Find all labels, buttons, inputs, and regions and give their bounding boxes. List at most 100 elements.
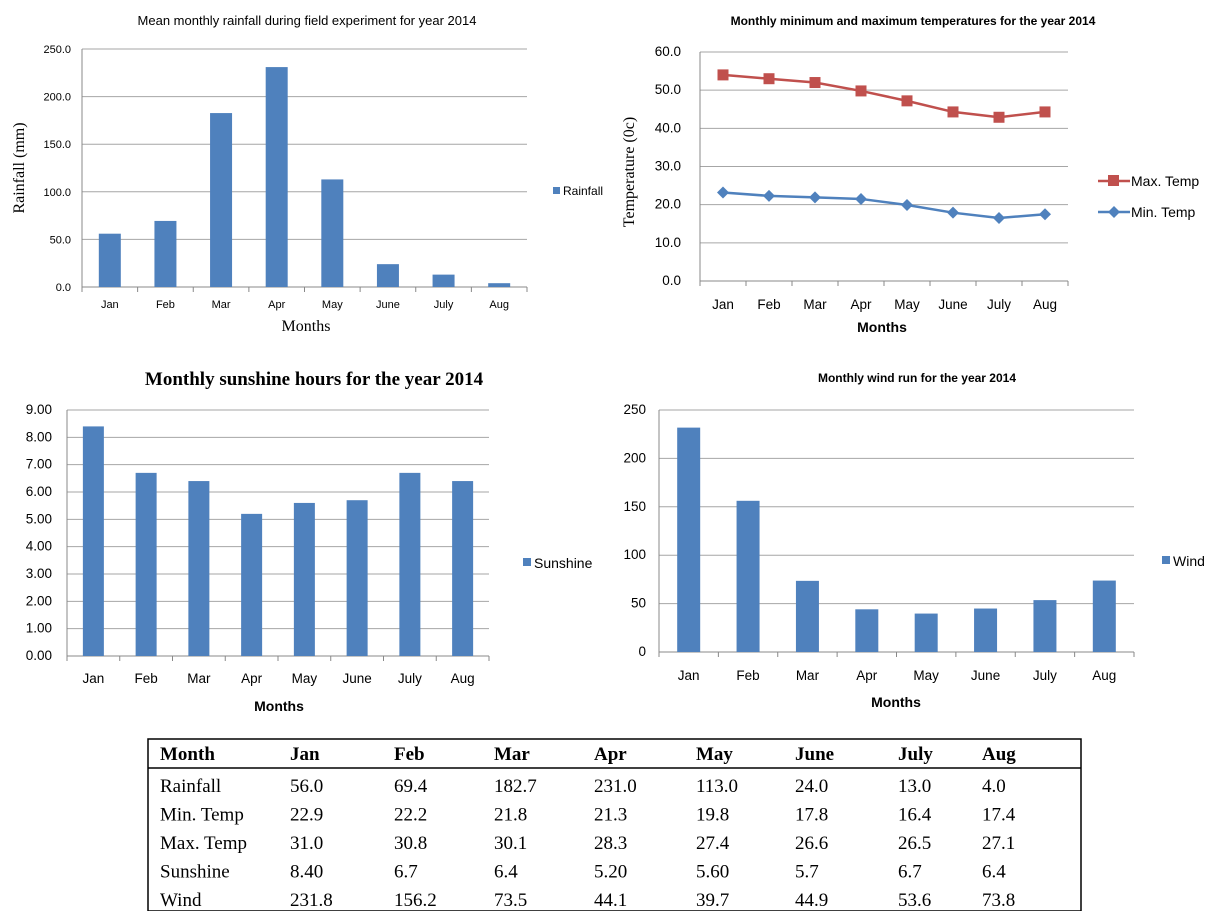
rainfall-bar — [154, 220, 177, 287]
sunshine-y-tick-label: 7.00 — [26, 457, 52, 472]
table-cell: 73.5 — [494, 890, 527, 911]
rainfall-x-tick-label: June — [376, 299, 400, 311]
sunshine-y-tick-label: 5.00 — [26, 511, 52, 526]
rainfall-x-tick-label: Jan — [101, 299, 119, 311]
table-cell: 5.60 — [696, 862, 729, 883]
table-cell: 113.0 — [696, 776, 738, 797]
table-cell: 182.7 — [494, 776, 537, 797]
wind-y-tick-label: 100 — [623, 547, 646, 562]
table-header-cell: Jan — [290, 744, 320, 765]
sunshine-bar — [188, 481, 210, 656]
table-cell: 5.20 — [594, 862, 627, 883]
sunshine-y-tick-label: 6.00 — [26, 484, 52, 499]
rainfall-x-tick-label: Aug — [489, 299, 509, 311]
rainfall-x-axis-label: Months — [282, 318, 331, 335]
rainfall-chart: Mean monthly rainfall during field exper… — [11, 13, 603, 335]
table-header-cell: July — [898, 744, 933, 765]
table-cell: 22.2 — [394, 805, 427, 826]
min-temp-point — [763, 189, 775, 202]
table-cell: 8.40 — [290, 862, 323, 883]
wind-bar — [974, 608, 998, 652]
wind-x-tick-label: Jan — [678, 668, 700, 683]
min-temp-point — [947, 206, 959, 219]
table-cell: 28.3 — [594, 833, 627, 854]
table-cell: 6.7 — [898, 862, 922, 883]
sunshine-bar — [241, 513, 263, 656]
table-cell: 73.8 — [982, 890, 1015, 911]
temperature-legend: Max. Temp Min. Temp — [1098, 173, 1199, 220]
sunshine-y-tick-label: 9.00 — [26, 402, 52, 417]
min-temp-point — [1039, 208, 1051, 221]
rainfall-legend-label: Rainfall — [563, 184, 603, 198]
rainfall-chart-title: Mean monthly rainfall during field exper… — [138, 13, 477, 28]
sunshine-bar — [399, 472, 421, 656]
temperature-y-tick-label: 40.0 — [655, 120, 681, 135]
temperature-y-tick-label: 0.0 — [662, 273, 681, 288]
wind-legend-label: Wind — [1173, 553, 1205, 569]
legend-min-temp-label: Min. Temp — [1131, 204, 1196, 220]
legend-max-temp-label: Max. Temp — [1131, 173, 1199, 189]
wind-x-tick-label: Feb — [736, 668, 759, 683]
table-cell: 6.7 — [394, 862, 418, 883]
rainfall-bar — [265, 67, 288, 287]
wind-chart: Monthly wind run for the year 2014 Month… — [623, 371, 1204, 710]
sunshine-legend: Sunshine — [523, 555, 593, 571]
table-header-cell: Apr — [594, 744, 627, 765]
rainfall-bar — [210, 113, 233, 287]
table-cell: 17.4 — [982, 805, 1016, 826]
sunshine-x-axis-label: Months — [254, 698, 304, 714]
wind-y-tick-label: 150 — [623, 499, 646, 514]
table-cell: 30.1 — [494, 833, 527, 854]
max-temp-point — [809, 77, 821, 89]
temperature-chart-title: Monthly minimum and maximum temperatures… — [731, 14, 1096, 28]
sunshine-x-tick-label: Jan — [82, 671, 104, 686]
table-header-cell: Mar — [494, 744, 530, 765]
table-cell: 21.3 — [594, 805, 627, 826]
table-row-label: Rainfall — [160, 776, 221, 797]
sunshine-x-tick-label: Apr — [241, 671, 263, 686]
table-cell: 24.0 — [795, 776, 828, 797]
table-cell: 44.9 — [795, 890, 828, 911]
table-cell: 231.0 — [594, 776, 637, 797]
wind-x-axis-label: Months — [871, 694, 921, 710]
wind-bar — [855, 609, 879, 652]
table-cell: 69.4 — [394, 776, 428, 797]
table-cell: 6.4 — [982, 862, 1006, 883]
sunshine-bar — [82, 426, 104, 656]
wind-x-tick-label: Mar — [796, 668, 820, 683]
min-temp-series-line — [722, 191, 1046, 220]
wind-y-tick-label: 0 — [638, 644, 646, 659]
rainfall-y-tick-label: 100.0 — [43, 187, 71, 199]
sunshine-y-tick-label: 1.00 — [26, 621, 52, 636]
temperature-y-axis-label: Temperature (0c) — [621, 117, 638, 227]
max-temp-point — [763, 73, 775, 85]
sunshine-y-tick-label: 4.00 — [26, 539, 52, 554]
temperature-x-tick-label: June — [938, 297, 967, 312]
wind-legend-swatch — [1162, 556, 1170, 564]
wind-y-tick-label: 200 — [623, 450, 646, 465]
wind-legend: Wind — [1162, 553, 1205, 569]
table-cell: 56.0 — [290, 776, 323, 797]
max-temp-point — [947, 106, 959, 118]
table-row-label: Sunshine — [160, 862, 230, 883]
temperature-x-axis-label: Months — [857, 319, 907, 335]
wind-bar — [1092, 580, 1116, 652]
rainfall-x-tick-label: Feb — [156, 299, 175, 311]
min-temp-point — [855, 192, 867, 205]
temperature-x-tick-label: May — [894, 297, 920, 312]
sunshine-bar — [346, 500, 368, 656]
sunshine-x-tick-label: Mar — [187, 671, 211, 686]
temperature-y-tick-label: 20.0 — [655, 197, 681, 212]
sunshine-legend-swatch — [523, 558, 531, 566]
table-header-cell: Aug — [982, 744, 1016, 765]
sunshine-x-tick-label: May — [292, 671, 318, 686]
table-cell: 26.6 — [795, 833, 828, 854]
rainfall-x-tick-label: Mar — [212, 299, 231, 311]
table-cell: 231.8 — [290, 890, 333, 911]
min-temp-point — [993, 212, 1005, 225]
sunshine-x-tick-label: Aug — [451, 671, 475, 686]
wind-x-tick-label: Apr — [856, 668, 878, 683]
sunshine-chart: Monthly sunshine hours for the year 2014… — [26, 369, 593, 714]
sunshine-y-tick-label: 8.00 — [26, 429, 52, 444]
